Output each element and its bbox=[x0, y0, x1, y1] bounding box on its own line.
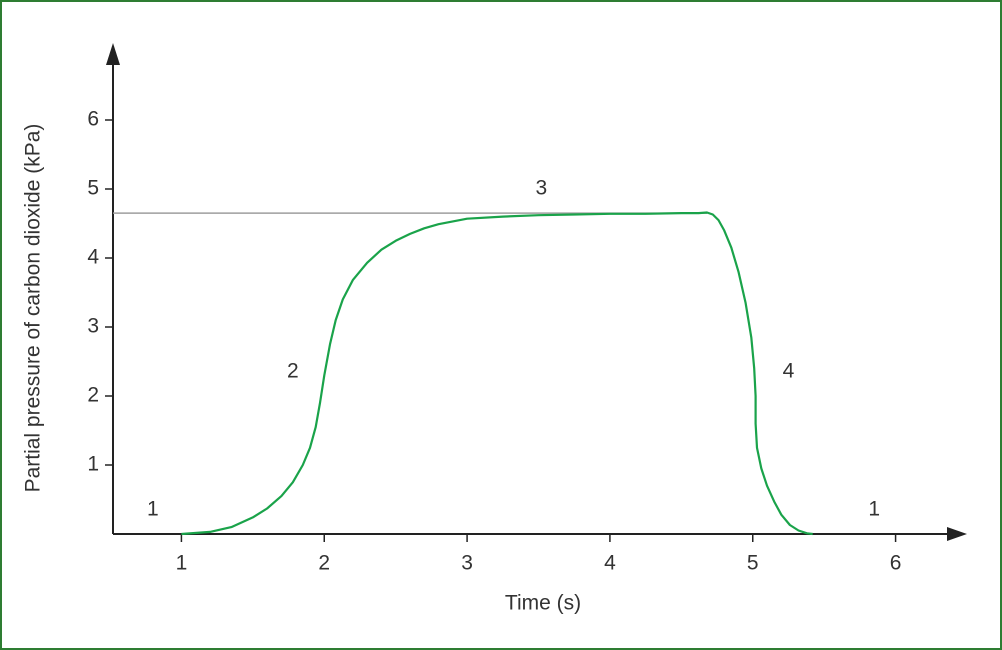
phase-label: 1 bbox=[868, 497, 880, 520]
x-tick-label: 1 bbox=[176, 552, 188, 575]
y-tick-label: 5 bbox=[87, 177, 99, 200]
x-axis-label: Time (s) bbox=[505, 592, 581, 615]
y-axis-arrow bbox=[106, 43, 120, 65]
y-axis-label: Partial pressure of carbon dioxide (kPa) bbox=[22, 124, 45, 493]
phase-label: 2 bbox=[287, 359, 299, 382]
phase-label: 4 bbox=[783, 359, 795, 382]
x-axis-arrow bbox=[947, 527, 967, 541]
phase-label: 3 bbox=[536, 177, 548, 200]
x-tick-label: 5 bbox=[747, 552, 759, 575]
x-tick-label: 3 bbox=[461, 552, 473, 575]
x-tick-label: 4 bbox=[604, 552, 616, 575]
y-tick-label: 6 bbox=[87, 108, 99, 131]
y-tick-label: 1 bbox=[87, 453, 99, 476]
x-tick-label: 2 bbox=[318, 552, 330, 575]
x-tick-label: 6 bbox=[890, 552, 902, 575]
phase-label: 1 bbox=[147, 497, 159, 520]
y-tick-label: 2 bbox=[87, 384, 99, 407]
y-tick-label: 4 bbox=[87, 246, 99, 269]
y-tick-label: 3 bbox=[87, 315, 99, 338]
data-line bbox=[181, 211, 813, 536]
